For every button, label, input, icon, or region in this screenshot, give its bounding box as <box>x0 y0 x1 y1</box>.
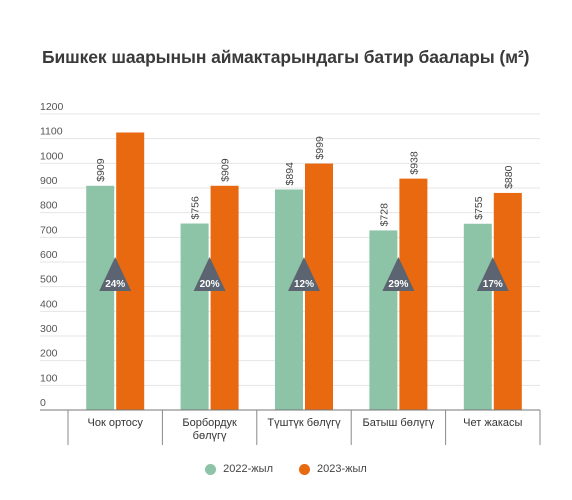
x-tick-label: Түштүк бөлүгү <box>267 417 341 429</box>
x-axis: Чок ортосу Борбордук бөлүгү Түштүк бөлүгү Ба… <box>40 409 541 445</box>
x-tick-label: Чок ортосу <box>88 417 144 429</box>
legend-swatch-2022 <box>205 463 217 475</box>
bar <box>275 189 303 410</box>
growth-marker-triangle <box>99 257 132 291</box>
legend-item-2022: 2022-жыл <box>205 463 273 475</box>
bar-value-label: $756 <box>190 196 202 220</box>
bar <box>180 223 209 410</box>
y-axis-ticks: 0 100 200 300 400 500 600 700 800 900 1000 1100 1200 <box>40 101 64 409</box>
x-tick-label: Чет жакасы <box>463 417 522 429</box>
growth-marker-triangle <box>476 257 509 291</box>
growth-label: 12% <box>294 279 314 290</box>
legend-label-2022: 2022-жыл <box>223 463 273 475</box>
y-tick-label: 1200 <box>40 101 64 113</box>
growth-marker-triangle <box>193 257 226 291</box>
y-tick-label: 500 <box>40 274 58 286</box>
y-tick-label: 400 <box>40 298 58 310</box>
legend-item-2023: 2023-жыл <box>299 463 367 475</box>
y-tick-label: 100 <box>40 372 58 384</box>
growth-marker-triangle <box>288 257 320 291</box>
x-tick-label: Батыш бөлүгү <box>363 417 435 429</box>
x-tick-label: Борбордук бөлүгү <box>182 417 237 442</box>
bar <box>399 178 428 410</box>
y-tick-label: 800 <box>40 200 58 212</box>
growth-markers: 24% 20% 12% 29% 17% <box>99 257 509 291</box>
bar <box>463 223 492 410</box>
bar <box>493 192 522 410</box>
bar-value-label: $909 <box>95 158 107 182</box>
bar-value-labels: $909 $756 $909 $894 $999 $728 $938 $755 $880 <box>95 136 515 226</box>
y-tick-label: 300 <box>40 323 58 335</box>
bar-value-label: $938 <box>408 151 420 175</box>
growth-marker-triangle <box>382 257 415 291</box>
y-tick-label: 1100 <box>40 126 63 138</box>
legend-label-2023: 2023-жыл <box>317 463 367 475</box>
chart-title: Бишкек шаарынын аймактарындагы батир баа… <box>42 47 530 67</box>
y-tick-label: 900 <box>40 175 58 187</box>
bar <box>210 185 239 410</box>
y-tick-label: 600 <box>40 249 58 261</box>
legend-swatch-2023 <box>299 463 310 475</box>
y-tick-label: 0 <box>40 397 46 409</box>
y-tick-label: 700 <box>40 224 58 236</box>
bar-value-label: $909 <box>220 158 232 182</box>
bar-value-label: $999 <box>314 136 326 160</box>
growth-label: 20% <box>200 279 220 290</box>
growth-label: 24% <box>105 279 125 290</box>
bar-value-label: $880 <box>503 165 515 189</box>
y-tick-label: 1000 <box>40 150 64 162</box>
y-tick-label: 200 <box>40 348 58 360</box>
bar-value-label: $755 <box>473 196 485 220</box>
growth-label: 29% <box>388 279 408 290</box>
bar-value-label: $894 <box>284 162 296 186</box>
bar <box>86 185 115 410</box>
bars <box>86 132 522 410</box>
legend: 2022-жыл 2023-жыл <box>0 463 572 475</box>
growth-label: 17% <box>483 279 503 290</box>
bar <box>369 230 398 410</box>
bar-value-label: $728 <box>378 203 390 227</box>
